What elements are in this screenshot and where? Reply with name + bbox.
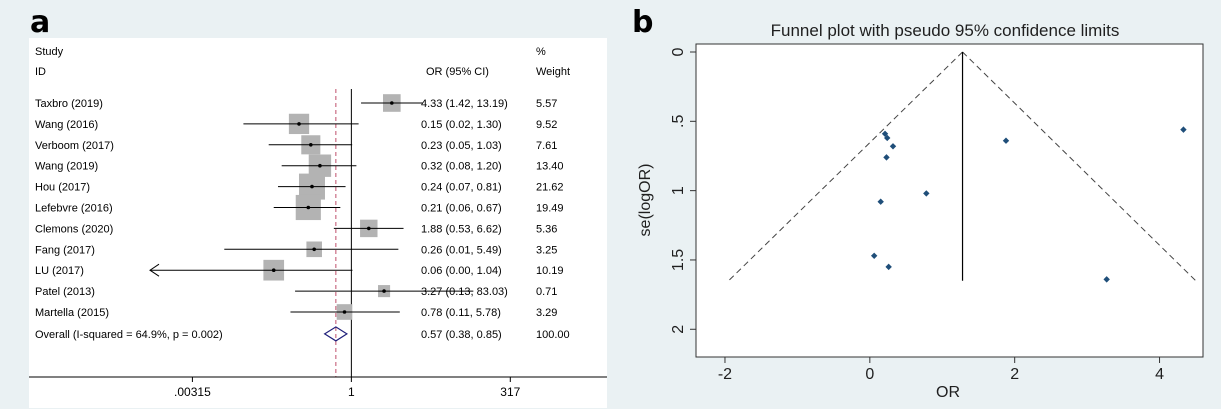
study-or-ci: 0.26 (0.01, 5.49) — [421, 244, 502, 256]
study-point — [366, 226, 371, 231]
study-weight: 3.25 — [536, 244, 557, 256]
funnel-plot-panel: b Funnel plot with pseudo 95% confidence… — [622, 0, 1221, 409]
forest-x-tick-label: .00315 — [174, 385, 211, 399]
study-or-ci: 0.21 (0.06, 0.67) — [421, 203, 502, 215]
study-weight: 21.62 — [536, 182, 564, 194]
funnel-y-tick-label: 0 — [670, 47, 687, 56]
study-weight: 13.40 — [536, 161, 564, 173]
study-weight: 3.29 — [536, 307, 557, 319]
funnel-x-tick-label: 2 — [1010, 366, 1019, 383]
funnel-point — [870, 252, 878, 259]
funnel-point — [889, 143, 897, 150]
funnel-left-limit — [728, 51, 963, 282]
study-weight: 10.19 — [536, 265, 564, 277]
forest-x-tick-label: 317 — [500, 385, 520, 399]
overall-or-ci: 0.57 (0.38, 0.85) — [421, 329, 502, 341]
study-label: Martella (2015) — [35, 307, 109, 319]
funnel-point — [884, 134, 891, 142]
funnel-x-tick-label: 4 — [1155, 366, 1164, 383]
study-or-ci: 0.23 (0.05, 1.03) — [421, 140, 502, 152]
funnel-plot-area — [695, 43, 1204, 358]
funnel-y-tick-label: 1 — [670, 186, 687, 195]
overall-weight: 100.00 — [536, 329, 570, 341]
forest-plot: Study ID OR (95% CI) % Weight .00315 1 317… — [29, 38, 607, 408]
funnel-marks: -2 0 2 4 0 .5 1 1.5 2 — [670, 47, 1197, 383]
funnel-point — [923, 190, 930, 197]
study-point — [382, 289, 386, 293]
forest-x-tick-label: 1 — [348, 385, 355, 399]
study-or-ci: 1.88 (0.53, 6.62) — [421, 223, 502, 235]
study-weight: 9.52 — [536, 119, 557, 131]
header-id: ID — [35, 66, 46, 78]
funnel-xlabel: OR — [936, 384, 960, 401]
funnel-x-tick-label: 0 — [865, 366, 874, 383]
study-label: Verboom (2017) — [35, 140, 114, 152]
funnel-y-tick-label: .5 — [670, 115, 687, 128]
study-label: Clemons (2020) — [35, 223, 113, 235]
funnel-y-tick-label: 1.5 — [670, 249, 687, 271]
study-weight: 5.36 — [536, 223, 557, 235]
study-point — [310, 184, 314, 189]
study-point — [390, 101, 394, 105]
funnel-ylabel: se(logOR) — [637, 164, 654, 237]
study-point — [271, 268, 276, 273]
study-label: Patel (2013) — [35, 286, 95, 298]
study-or-ci: 0.15 (0.02, 1.30) — [421, 119, 502, 131]
forest-plot-background — [29, 38, 607, 408]
study-weight: 19.49 — [536, 203, 564, 215]
study-or-ci: 0.24 (0.07, 0.81) — [421, 182, 502, 194]
header-or-ci: OR (95% CI) — [426, 66, 489, 78]
study-or-ci: 0.78 (0.11, 5.78) — [421, 307, 501, 319]
study-label: Hou (2017) — [35, 182, 90, 194]
panel-a-letter: a — [30, 5, 51, 40]
funnel-y-tick-label: 2 — [670, 325, 687, 334]
study-ci-arrow — [149, 263, 160, 277]
funnel-title: Funnel plot with pseudo 95% confidence l… — [771, 21, 1120, 40]
forest-plot-panel: a Study ID OR (95% CI) % Weight .00315 1 3… — [0, 0, 608, 409]
funnel-point — [1180, 126, 1187, 133]
study-point — [312, 247, 316, 252]
study-label: Wang (2019) — [35, 161, 98, 173]
study-label: Fang (2017) — [35, 244, 95, 256]
study-weight: 0.71 — [536, 286, 557, 298]
header-weight: Weight — [536, 66, 570, 78]
panel-b-letter: b — [632, 5, 654, 40]
study-or-ci: 0.06 (0.00, 1.04) — [421, 265, 502, 277]
study-label: Taxbro (2019) — [35, 98, 103, 110]
header-study: Study — [35, 46, 64, 58]
study-label: Wang (2016) — [35, 119, 98, 131]
funnel-point — [877, 198, 884, 205]
overall-label: Overall (I-squared = 64.9%, p = 0.002) — [35, 329, 223, 341]
study-or-ci: 3.27 (0.13, 83.03) — [421, 286, 508, 298]
study-or-ci: 4.33 (1.42, 13.19) — [421, 98, 508, 110]
study-point — [309, 143, 313, 147]
funnel-right-limit — [962, 51, 1197, 282]
study-label: Lefebvre (2016) — [35, 203, 113, 215]
funnel-plot: Funnel plot with pseudo 95% confidence l… — [637, 21, 1204, 401]
study-point — [342, 310, 347, 314]
study-point — [297, 122, 301, 126]
study-weight: 5.57 — [536, 98, 557, 110]
study-point — [306, 205, 311, 210]
study-label: LU (2017) — [35, 265, 84, 277]
study-point — [318, 163, 322, 168]
overall-diamond — [323, 326, 349, 342]
study-or-ci: 0.32 (0.08, 1.20) — [421, 161, 502, 173]
forest-marks: .00315 1 317 Taxbro (2019) 4.33 (1.42, 13.19… — [29, 89, 607, 399]
header-percent: % — [536, 46, 546, 58]
funnel-x-tick-label: -2 — [718, 366, 732, 383]
study-weight: 7.61 — [536, 140, 557, 152]
funnel-point — [1002, 137, 1010, 144]
